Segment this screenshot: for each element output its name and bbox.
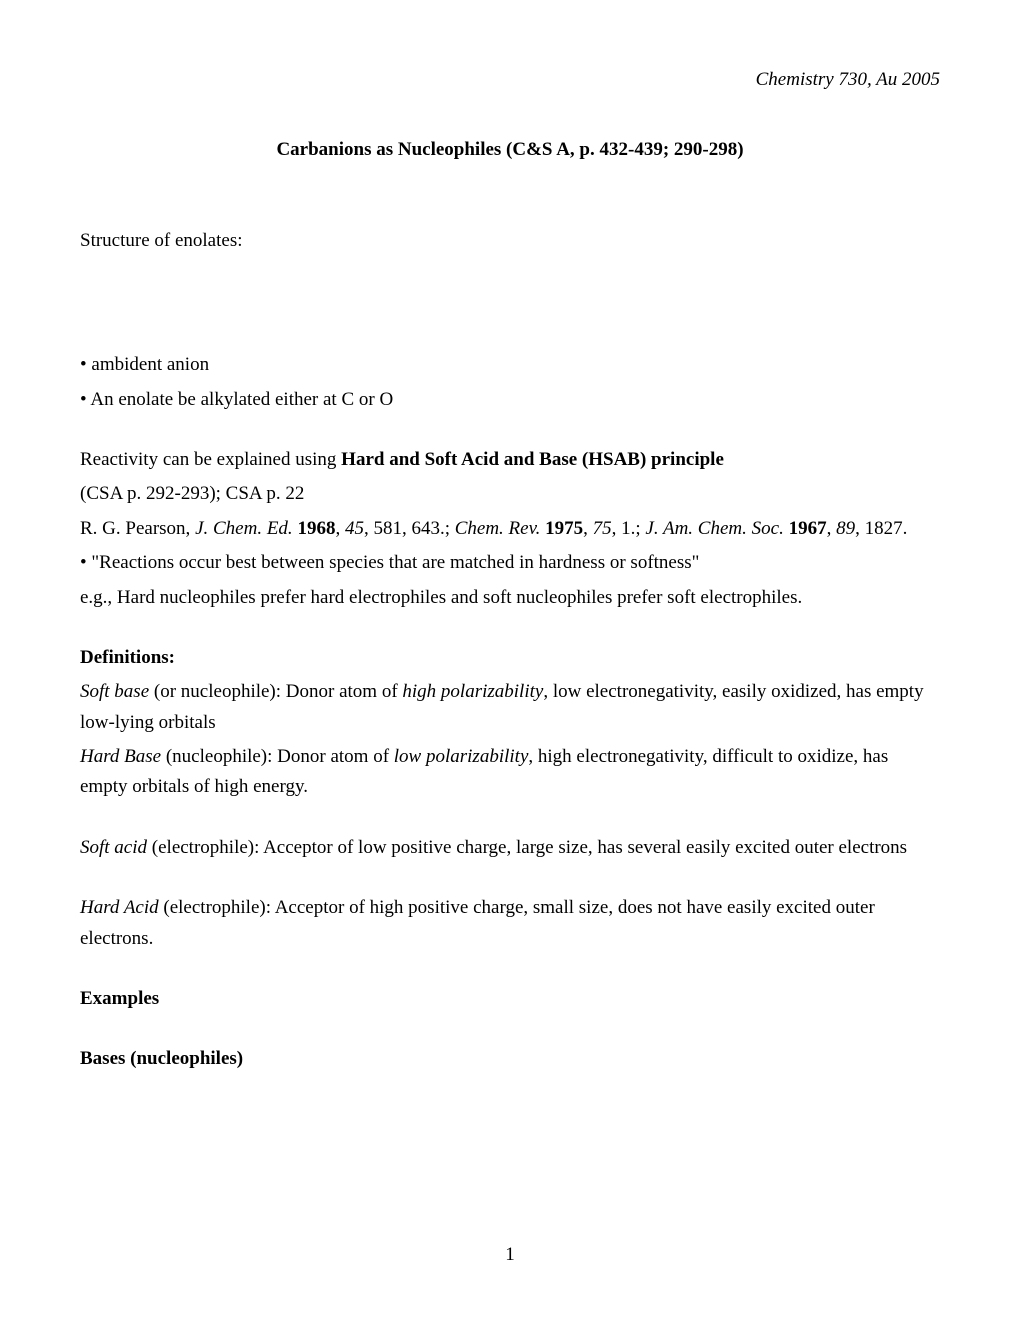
hard-base-mid: (nucleophile): Donor atom of <box>161 746 394 767</box>
journal-1: J. Chem. Ed. <box>195 518 293 539</box>
soft-base-mid: (or nucleophile): Donor atom of <box>149 681 402 702</box>
reactivity-line: Reactivity can be explained using Hard a… <box>80 445 940 475</box>
bullet-ambident: • ambident anion <box>80 350 940 380</box>
structure-heading: Structure of enolates: <box>80 226 940 256</box>
vol-3: 89 <box>836 518 855 539</box>
cite-sep: , <box>827 518 837 539</box>
soft-base-definition: Soft base (or nucleophile): Donor atom o… <box>80 677 940 738</box>
soft-base-italic: high polarizability <box>402 681 543 702</box>
hard-base-definition: Hard Base (nucleophile): Donor atom of l… <box>80 742 940 803</box>
pearson-citation: R. G. Pearson, J. Chem. Ed. 1968, 45, 58… <box>80 514 940 544</box>
spacer <box>80 958 940 984</box>
soft-base-label: Soft base <box>80 681 149 702</box>
hard-base-label: Hard Base <box>80 746 161 767</box>
definitions-heading: Definitions: <box>80 643 940 673</box>
cite-sep: , <box>335 518 345 539</box>
hard-acid-rest: (electrophile): Acceptor of high positiv… <box>80 897 875 948</box>
cite-pages-2: , 1.; <box>612 518 646 539</box>
quote-bullet: • "Reactions occur best between species … <box>80 548 940 578</box>
year-1: 1968 <box>297 518 335 539</box>
spacer <box>80 1018 940 1044</box>
page-title: Carbanions as Nucleophiles (C&S A, p. 43… <box>80 135 940 165</box>
hard-acid-label: Hard Acid <box>80 897 159 918</box>
pearson-prefix: R. G. Pearson, <box>80 518 195 539</box>
soft-acid-label: Soft acid <box>80 837 147 858</box>
soft-acid-definition: Soft acid (electrophile): Acceptor of lo… <box>80 833 940 863</box>
spacer <box>80 419 940 445</box>
spacer <box>80 807 940 833</box>
hard-nucleophiles-line: e.g., Hard nucleophiles prefer hard elec… <box>80 583 940 613</box>
journal-3: J. Am. Chem. Soc. <box>645 518 783 539</box>
year-3: 1967 <box>789 518 827 539</box>
hard-base-italic: low polarizability <box>394 746 529 767</box>
spacer <box>80 617 940 643</box>
course-header: Chemistry 730, Au 2005 <box>80 65 940 95</box>
spacer <box>80 260 940 350</box>
reactivity-prefix: Reactivity can be explained using <box>80 449 341 470</box>
page-number: 1 <box>505 1240 515 1270</box>
year-2: 1975 <box>545 518 583 539</box>
cite-sep: , <box>583 518 593 539</box>
vol-2: 75 <box>593 518 612 539</box>
bullet-enolate: • An enolate be alkylated either at C or… <box>80 385 940 415</box>
soft-acid-rest: (electrophile): Acceptor of low positive… <box>147 837 907 858</box>
hsab-principle: Hard and Soft Acid and Base (HSAB) princ… <box>341 449 724 470</box>
spacer <box>80 867 940 893</box>
hard-acid-definition: Hard Acid (electrophile): Acceptor of hi… <box>80 893 940 954</box>
examples-heading: Examples <box>80 984 940 1014</box>
journal-2: Chem. Rev. <box>455 518 541 539</box>
cite-pages-1: , 581, 643.; <box>364 518 455 539</box>
cite-pages-3: , 1827. <box>855 518 907 539</box>
vol-1: 45 <box>345 518 364 539</box>
bases-heading: Bases (nucleophiles) <box>80 1044 940 1074</box>
csa-ref: (CSA p. 292-293); CSA p. 22 <box>80 479 940 509</box>
